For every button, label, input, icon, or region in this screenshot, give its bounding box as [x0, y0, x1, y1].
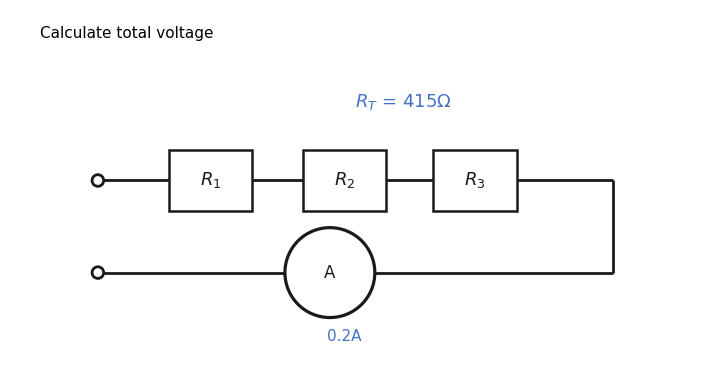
Text: $R_2$: $R_2$ [334, 170, 355, 191]
FancyBboxPatch shape [168, 150, 252, 211]
Text: 0.2A: 0.2A [327, 329, 362, 344]
Ellipse shape [92, 175, 104, 186]
FancyBboxPatch shape [433, 150, 516, 211]
Text: $R_1$: $R_1$ [199, 170, 221, 191]
Text: Calculate total voltage: Calculate total voltage [40, 26, 213, 41]
Text: $R_3$: $R_3$ [464, 170, 486, 191]
Ellipse shape [285, 227, 375, 318]
FancyBboxPatch shape [303, 150, 386, 211]
Text: A: A [324, 264, 336, 282]
Text: $R_T$ = 415Ω: $R_T$ = 415Ω [355, 91, 452, 112]
Ellipse shape [92, 267, 104, 278]
